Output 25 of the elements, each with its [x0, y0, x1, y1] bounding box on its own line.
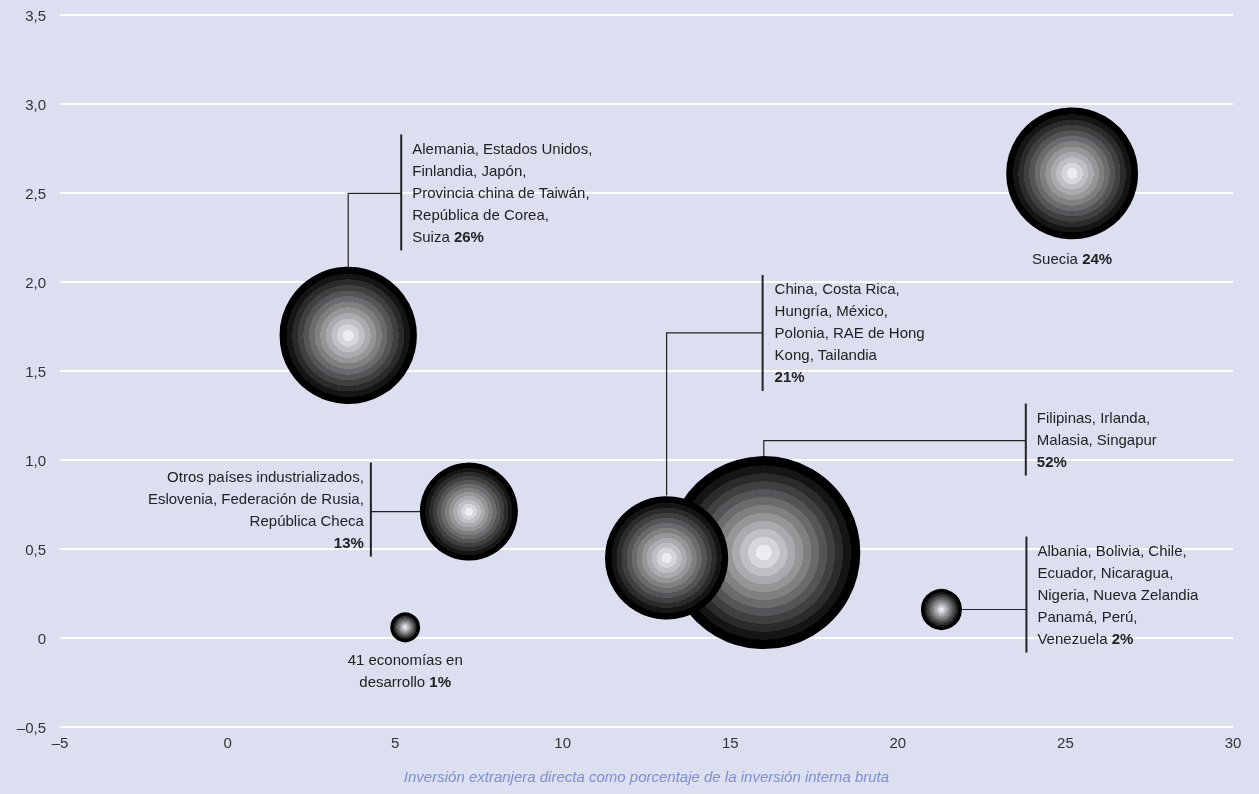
- y-tick-label: 1,5: [25, 362, 46, 380]
- y-tick-label: 1,0: [25, 451, 46, 469]
- x-tick-label: 25: [1057, 734, 1074, 751]
- x-tick-label: 30: [1224, 734, 1242, 751]
- y-tick-label: 2,5: [25, 184, 46, 202]
- y-tick-label: 0,5: [25, 540, 46, 558]
- annotation: 41 economías en desarrollo 1%: [347, 651, 463, 691]
- x-tick-label: 15: [721, 734, 739, 751]
- y-tick-label: 0: [37, 629, 46, 647]
- annotation: Alemania, Estados Unidos, Finlandia, Japón, Provincia china de Taiwán, República de Corea, Suiza 26%: [412, 139, 593, 245]
- x-tick-label: 20: [889, 734, 907, 751]
- annotation: Otros países industrializados, Eslovenia, Federación de Rusia, República Checa 13%: [147, 468, 365, 552]
- annotation: Albania, Bolivia, Chile, Ecuador, Nicaragua, Nigeria, Nueva Zelandia Panamá, Perú, Venezuela 2%: [1037, 542, 1199, 648]
- annotation: China, Costa Rica, Hungría, México, Polonia, RAE de Hong Kong, Tailandia 21%: [774, 280, 925, 386]
- y-tick-label: –0,5: [16, 718, 46, 736]
- annotation: Filipinas, Irlanda, Malasia, Singapur 52%: [1036, 409, 1157, 471]
- x-tick-label: 5: [390, 734, 400, 751]
- y-tick-label: 3,0: [25, 95, 46, 113]
- x-tick-label: 10: [554, 734, 572, 751]
- x-tick-label: 0: [223, 734, 232, 751]
- x-axis-title: Inversión extranjera directa como porcentaje de la inversión interna bruta: [403, 768, 890, 785]
- annotation: Suecia 24%: [1032, 250, 1113, 268]
- x-tick-label: –5: [51, 734, 69, 751]
- y-tick-label: 2,0: [25, 273, 46, 291]
- y-tick-label: 3,5: [25, 6, 46, 24]
